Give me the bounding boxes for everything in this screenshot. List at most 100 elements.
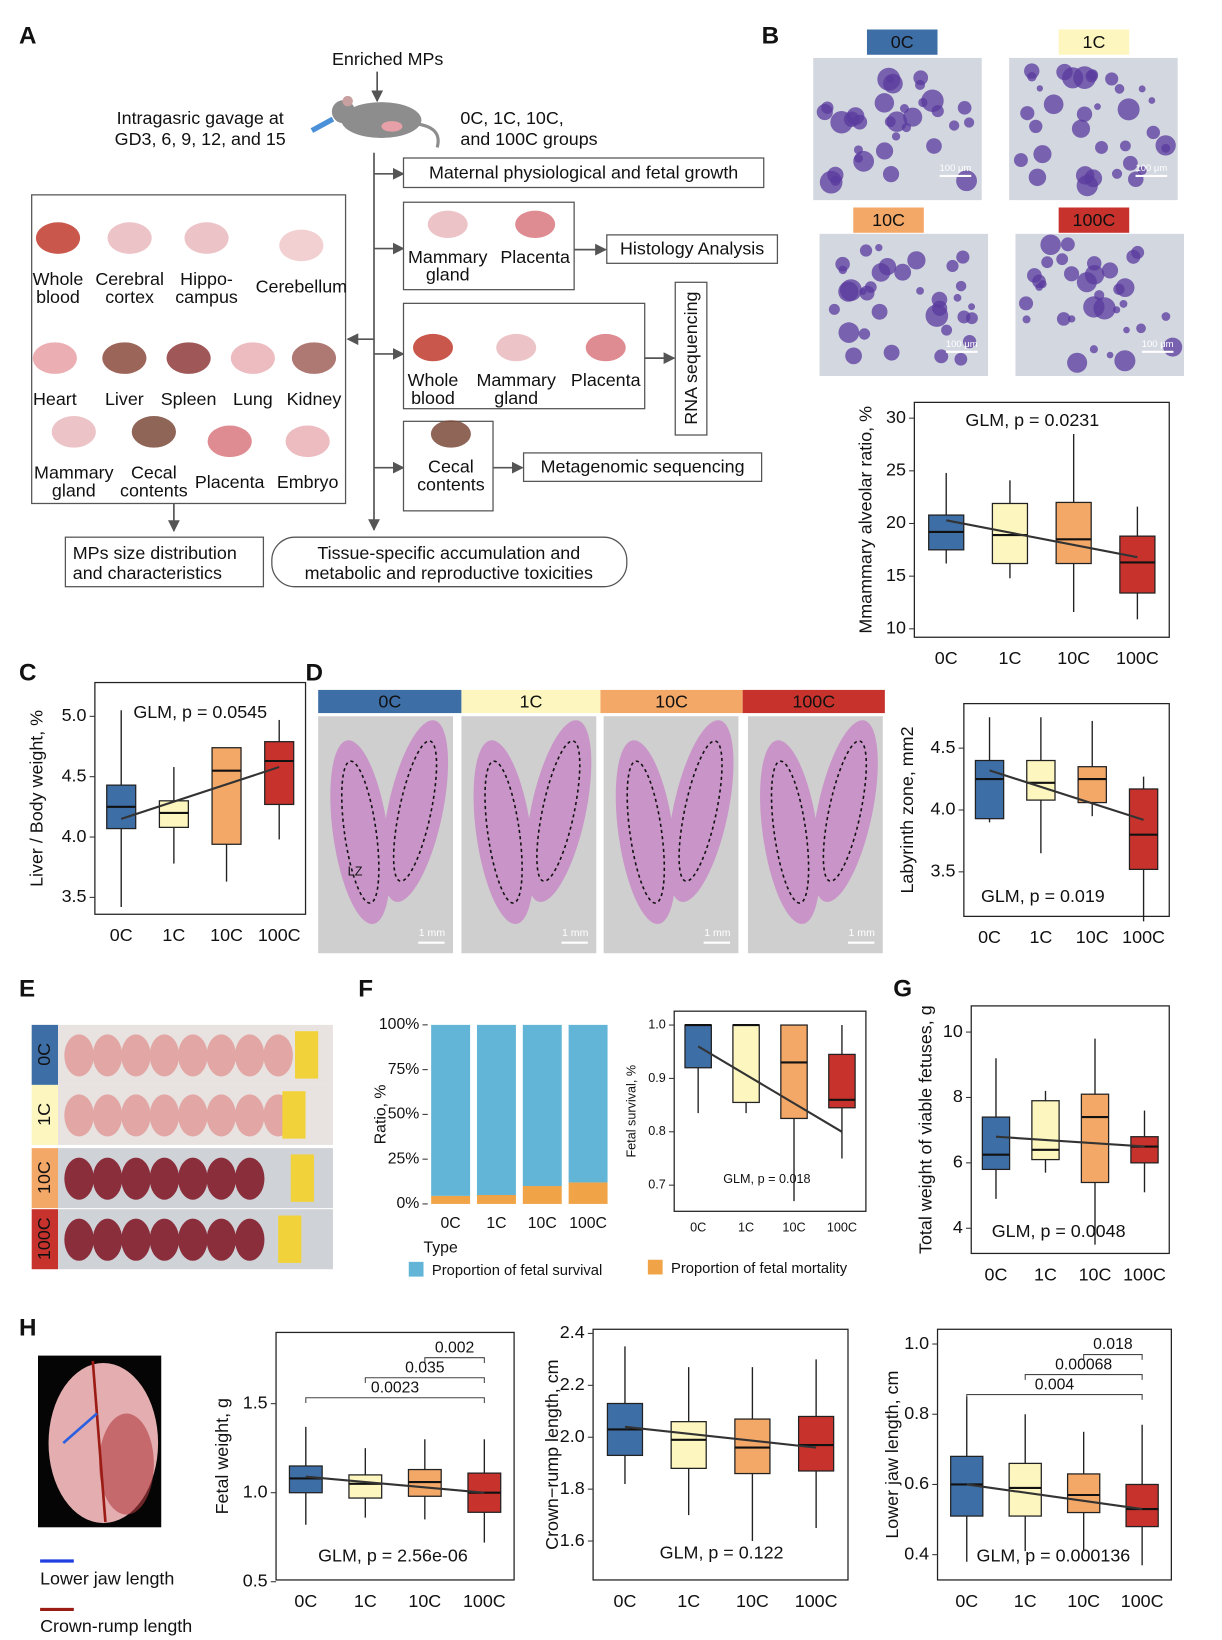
tissue-blob (1094, 103, 1101, 110)
tissue-blob (875, 244, 883, 252)
embryo (64, 1034, 94, 1077)
plot-frame (592, 1328, 849, 1581)
x-tick-label: 100C (569, 1215, 607, 1232)
tissue-blob (1076, 106, 1093, 122)
tissue-icon (291, 342, 337, 374)
embryo (206, 1157, 237, 1200)
tissue-blob (838, 265, 848, 275)
annotation: GLM, p = 0.122 (660, 1542, 784, 1562)
y-tick-label: 30 (886, 407, 906, 427)
placenta-section (382, 720, 449, 902)
y-tick-label: 1.6 (560, 1530, 585, 1550)
embryo (99, 1413, 154, 1515)
tissue-blob (1063, 266, 1080, 282)
box (1055, 501, 1092, 565)
tissue-blob (1013, 153, 1028, 168)
tissue-blob (926, 138, 942, 154)
embryo (178, 1094, 208, 1137)
embryo (178, 1034, 208, 1077)
x-tick-label: 10C (1057, 648, 1090, 668)
tissue-blob (946, 259, 959, 273)
placenta-section (473, 740, 534, 924)
group-label: 100C (1073, 210, 1116, 230)
group-label: 100C (34, 1217, 54, 1260)
embryo (92, 1157, 123, 1200)
box (974, 759, 1005, 820)
box (264, 741, 295, 806)
box (1008, 1462, 1042, 1517)
tissue-blob (838, 322, 860, 343)
x-tick-label: 1C (1029, 927, 1052, 947)
plot-frame (970, 1005, 1170, 1255)
panel-label: E (19, 975, 35, 1002)
tissue-blob (1067, 352, 1088, 373)
tissue-blob (968, 303, 976, 311)
group-label: 1C (34, 1103, 54, 1126)
annotation: GLM, p = 0.0545 (133, 702, 267, 722)
group-tab (318, 689, 462, 714)
group-label: 0C (34, 1043, 54, 1066)
tissue-blob (1106, 351, 1114, 359)
tissue-label: Hippo- (180, 269, 233, 289)
tissue-blob (1056, 312, 1071, 326)
tissue-icon (496, 333, 537, 362)
y-tick-label: 0.6 (904, 1473, 929, 1493)
embryo (64, 1094, 94, 1137)
trend-line (966, 1483, 1143, 1511)
group-tab (31, 1209, 59, 1270)
crown-rump-line (91, 1360, 107, 1523)
tissue-blob (1119, 140, 1131, 152)
comparison-label: 0.002 (435, 1339, 475, 1356)
x-tick-label: 0C (294, 1591, 317, 1611)
scale-label: 1 mm (419, 927, 446, 939)
tissue-label: gland (426, 265, 470, 285)
labyrinth-outline (536, 740, 581, 882)
y-tick-label: 0.8 (904, 1403, 929, 1423)
panel-label: C (19, 660, 36, 687)
x-tick-label: 1C (486, 1215, 506, 1232)
y-tick-label: 0.5 (243, 1570, 268, 1590)
tissue-blob (1089, 345, 1098, 354)
tissue-blob (1038, 280, 1047, 289)
y-tick-label: 2.4 (560, 1322, 585, 1342)
y-tick-label: 1.5 (243, 1392, 268, 1412)
comparison-bracket (1083, 1354, 1143, 1360)
tissue-label: Placenta (571, 370, 641, 390)
panel-label: A (19, 22, 36, 49)
box (158, 800, 189, 829)
tissue-blob (891, 132, 901, 141)
group-tab (1058, 207, 1130, 233)
tissue-blob (1148, 97, 1156, 104)
group-label: 10C (872, 210, 905, 230)
zone-label: LZ (348, 864, 363, 878)
mouse-icon (381, 121, 403, 132)
x-tick-label: 1C (738, 1221, 754, 1235)
tissue-blob (1056, 253, 1069, 266)
tissue-blob (859, 244, 873, 257)
embryo (263, 1034, 293, 1077)
trend-line (624, 1425, 817, 1449)
y-tick-label: 75% (388, 1061, 420, 1078)
flow-layout (31, 71, 779, 588)
tissue-blob (1115, 278, 1135, 298)
tissue-blob (864, 281, 877, 293)
labyrinth-outline (626, 760, 666, 904)
box (211, 747, 242, 845)
x-tick-label: 10C (210, 925, 243, 945)
tissue-label: gland (494, 388, 538, 408)
scale-label: 1 mm (704, 927, 731, 939)
plot-frame (913, 401, 1170, 638)
y-tick-label: 3.5 (931, 861, 956, 881)
tissue-label: Mammary (34, 463, 114, 483)
annotation: GLM, p = 0.0231 (965, 410, 1099, 430)
outcome-box (674, 281, 708, 436)
legend-label: Crown-rump length (40, 1616, 192, 1636)
tissue-blob (1114, 84, 1125, 94)
box (1128, 788, 1159, 871)
tissue-label: Heart (33, 389, 77, 409)
tissue-icon (207, 425, 252, 458)
group-label: 100C (792, 691, 835, 711)
tissue-blob (1083, 296, 1105, 318)
mouse-icon (341, 102, 422, 138)
panel-label: B (762, 22, 780, 49)
